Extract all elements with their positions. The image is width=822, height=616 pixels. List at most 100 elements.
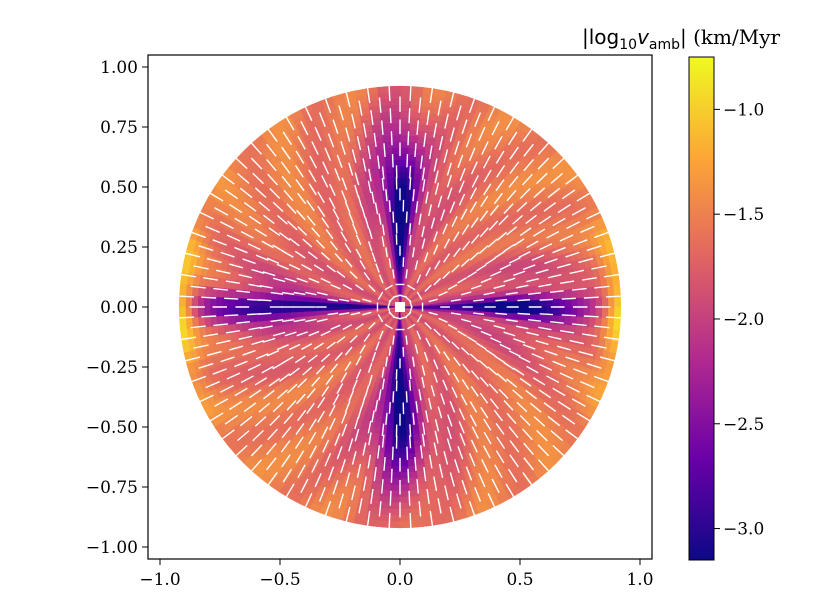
heatmap-cell — [307, 306, 315, 313]
heatmap-cell — [399, 423, 407, 430]
heatmap-cell — [485, 306, 493, 313]
heatmap-cell — [460, 309, 468, 315]
heatmap-cell — [399, 484, 410, 492]
heatmap-cell — [564, 315, 572, 326]
heatmap-cell — [393, 416, 401, 424]
heatmap-cell — [491, 301, 499, 308]
heatmap-cell — [258, 313, 267, 323]
heatmap-cell — [185, 306, 193, 319]
heatmap-cell — [386, 428, 394, 436]
heatmap-cell — [387, 190, 395, 198]
heatmap-cell — [240, 306, 248, 316]
heatmap-cell — [338, 303, 346, 308]
heatmap-cell — [509, 294, 517, 302]
heatmap-cell — [386, 178, 394, 186]
heatmap-cell — [614, 306, 622, 319]
heatmap-cell — [399, 386, 405, 394]
heatmap-cell — [564, 288, 572, 299]
heatmap-cell — [485, 301, 493, 308]
heatmap-cell — [399, 398, 406, 406]
heatmap-cell — [393, 410, 401, 418]
heatmap-cell — [410, 520, 424, 528]
vector-arrow — [391, 446, 394, 460]
heatmap-cell — [399, 374, 405, 381]
heatmap-cell — [391, 459, 401, 467]
heatmap-cell — [502, 317, 511, 325]
heatmap-cell — [381, 471, 392, 479]
vector-arrow — [405, 211, 408, 223]
heatmap-cell — [385, 171, 394, 180]
heatmap-cell — [514, 318, 523, 327]
heatmap-cell — [399, 85, 412, 93]
heatmap-cell — [388, 85, 401, 93]
heatmap-cell — [402, 239, 408, 247]
heatmap-cell — [391, 379, 397, 387]
vector-arrow — [392, 391, 395, 403]
heatmap-cell — [289, 295, 297, 302]
heatmap-cell — [381, 415, 389, 424]
heatmap-cell — [613, 283, 621, 297]
heatmap-cell — [520, 286, 529, 295]
heatmap-cell — [179, 283, 187, 297]
heatmap-cell — [404, 404, 412, 412]
heatmap-cell — [399, 171, 408, 179]
heatmap-cell — [399, 147, 409, 155]
vector-arrow — [409, 177, 412, 190]
heatmap-cell — [191, 295, 199, 308]
heatmap-cell — [497, 301, 505, 308]
heatmap-cell — [408, 135, 419, 143]
heatmap-cell — [528, 299, 536, 308]
heatmap-cell — [388, 521, 401, 529]
heatmap-cell — [399, 392, 406, 400]
heatmap-cell — [386, 422, 395, 430]
heatmap-cell — [277, 306, 284, 314]
plot-area — [147, 54, 653, 560]
heatmap-cell — [191, 306, 199, 319]
vector-arrow — [388, 402, 391, 414]
vector-arrow — [390, 468, 393, 483]
heatmap-cell — [381, 135, 392, 143]
heatmap-cell — [384, 440, 394, 449]
heatmap-cell — [307, 297, 315, 303]
heatmap-cell — [270, 306, 278, 315]
vector-arrow — [405, 391, 408, 403]
vector-arrow — [409, 165, 412, 179]
heatmap-cell — [271, 293, 279, 301]
heatmap-cell — [614, 295, 622, 308]
heatmap-cell — [408, 471, 419, 479]
heatmap-cell — [509, 312, 517, 320]
heatmap-cell — [613, 317, 621, 331]
heatmap-cell — [350, 304, 358, 308]
heatmap-cell — [407, 159, 416, 168]
heatmap-cell — [394, 208, 401, 216]
vector-arrow — [391, 154, 394, 168]
heatmap-cell — [405, 190, 413, 198]
heatmap-cell — [283, 312, 291, 320]
heatmap-cell — [264, 292, 273, 301]
heatmap-cell — [399, 429, 408, 437]
heatmap-cell — [601, 295, 609, 308]
heatmap-cell — [497, 306, 505, 313]
vector-arrow — [224, 314, 239, 317]
heatmap-cell — [390, 484, 401, 492]
vector-arrow — [390, 131, 393, 146]
heatmap-cell — [240, 298, 248, 308]
heatmap-cell — [520, 319, 529, 328]
heatmap-cell — [399, 514, 412, 522]
heatmap-cell — [509, 306, 517, 314]
heatmap-cell — [516, 300, 523, 308]
vector-arrow — [495, 312, 508, 315]
heatmap-cell — [409, 202, 417, 211]
heatmap-cell — [215, 306, 223, 317]
heatmap-cell — [399, 435, 408, 443]
heatmap-cell — [264, 313, 273, 322]
heatmap-cell — [454, 306, 462, 311]
heatmap-cell — [393, 196, 401, 204]
heatmap-cell — [399, 263, 403, 271]
vector-arrow — [407, 468, 410, 483]
heatmap-cell — [528, 306, 536, 315]
vector-arrow — [388, 200, 391, 212]
vector-arrow — [539, 298, 553, 301]
heatmap-cell — [376, 520, 390, 528]
